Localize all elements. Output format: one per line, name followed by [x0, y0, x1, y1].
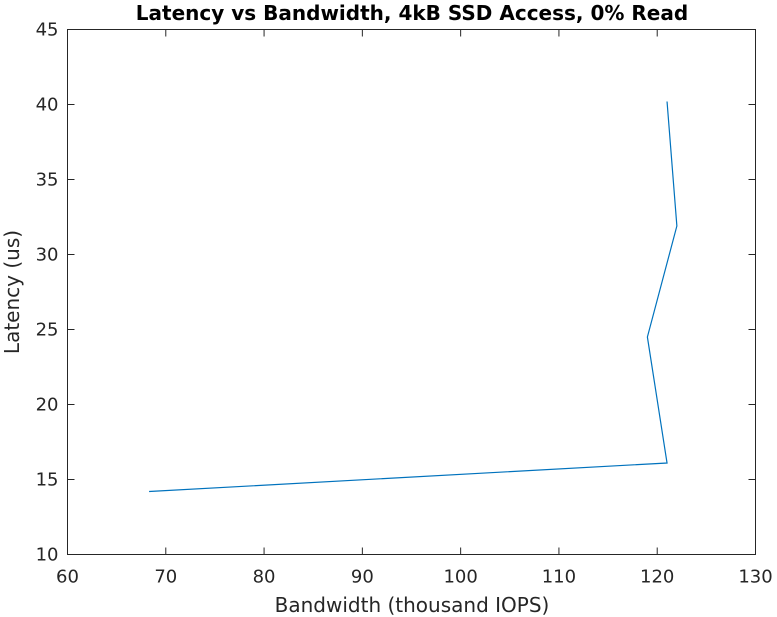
- y-tick-label: 40: [36, 95, 59, 116]
- series-line: [149, 101, 678, 493]
- x-axis: 60 70 80 90 100 110 120 130: [56, 29, 773, 588]
- y-tick-label: 30: [36, 245, 59, 266]
- chart-title: Latency vs Bandwidth, 4kB SSD Access, 0%…: [136, 1, 688, 25]
- y-tick-label: 35: [36, 170, 59, 191]
- y-tick-label: 25: [36, 320, 59, 341]
- x-tick-label: 130: [738, 567, 772, 588]
- plot-area-frame: [67, 29, 756, 555]
- x-tick-label: 120: [640, 567, 674, 588]
- y-tick-label: 45: [36, 20, 59, 41]
- x-tick-label: 100: [443, 567, 477, 588]
- x-axis-label: Bandwidth (thousand IOPS): [275, 593, 550, 617]
- x-tick-label: 80: [253, 567, 276, 588]
- x-tick-label: 90: [351, 567, 374, 588]
- x-tick-label: 60: [56, 567, 79, 588]
- x-tick-label: 110: [542, 567, 576, 588]
- y-tick-label: 10: [36, 545, 59, 566]
- y-tick-label: 15: [36, 470, 59, 491]
- series-layer: [149, 101, 678, 493]
- x-tick-label: 70: [154, 567, 177, 588]
- y-axis: 10 15 20 25 30 35 40 45: [36, 20, 756, 566]
- y-axis-label: Latency (us): [0, 230, 24, 354]
- y-tick-label: 20: [36, 395, 59, 416]
